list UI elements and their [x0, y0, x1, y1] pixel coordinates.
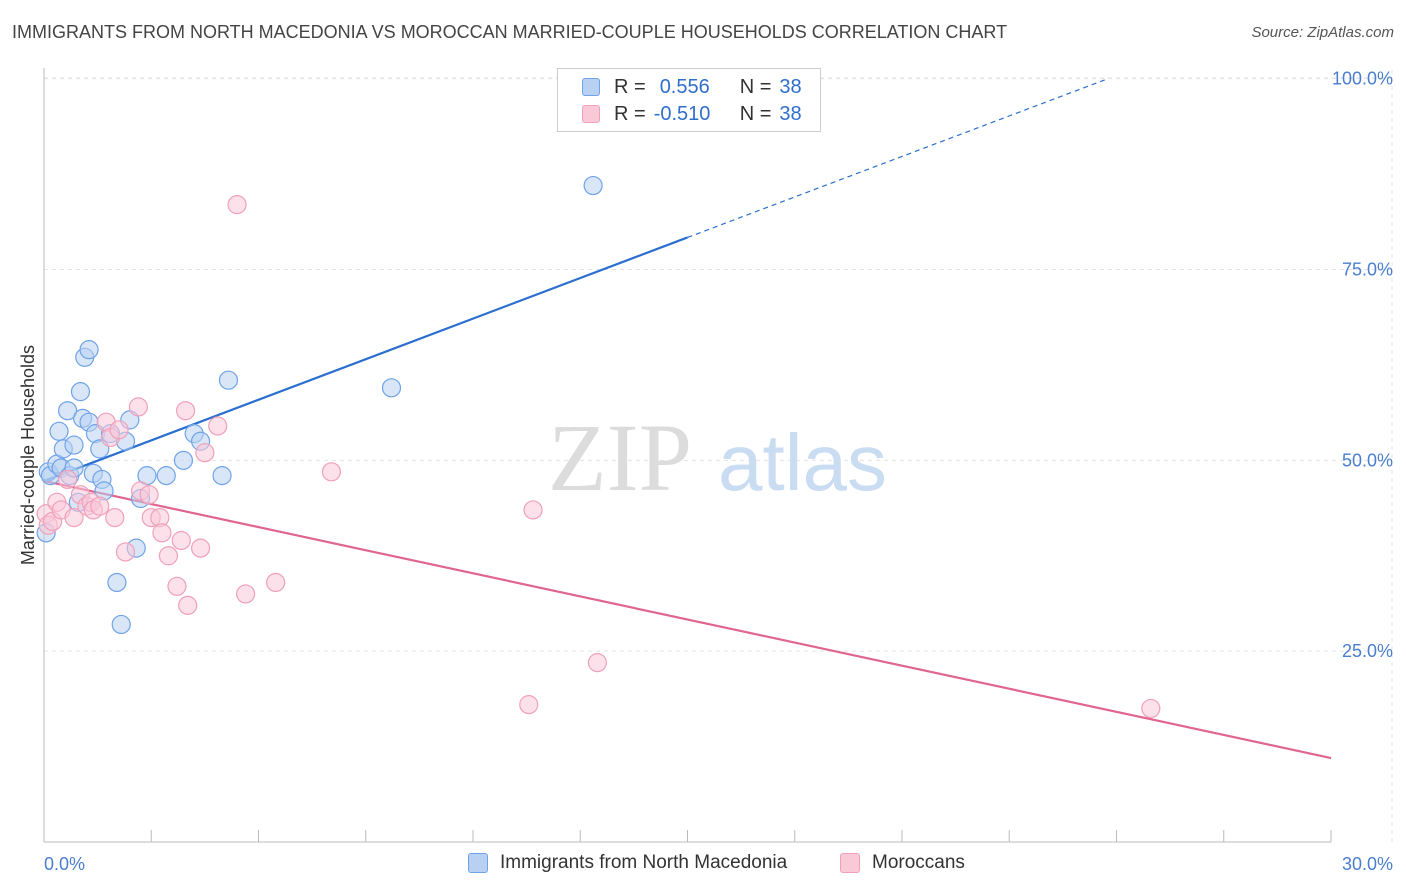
- legend-r-value-2: -0.510: [653, 102, 711, 125]
- point-moroccan-17: [128, 397, 148, 417]
- chart-title: IMMIGRANTS FROM NORTH MACEDONIA VS MOROC…: [12, 22, 1008, 42]
- point-moroccan-29: [195, 443, 215, 463]
- point-moroccan-11: [90, 496, 110, 516]
- legend-swatch-pink: [840, 853, 860, 873]
- tick-labels: 100.0% 75.0% 50.0% 25.0% 0.0% 30.0%: [44, 69, 1393, 874]
- point-north-macedonia-4: [49, 421, 69, 441]
- watermark-zip: ZIP: [548, 404, 692, 511]
- point-moroccan-16: [115, 542, 136, 562]
- point-north-macedonia-36: [381, 378, 402, 398]
- point-moroccan-15: [109, 420, 129, 440]
- legend-row-moroccans: R = -0.510 N = 38: [582, 102, 802, 126]
- point-north-macedonia-34: [212, 466, 232, 486]
- legend-n-value-2: 38: [779, 102, 802, 125]
- point-north-macedonia-24: [111, 614, 131, 635]
- point-moroccan-34: [321, 462, 342, 482]
- legend-swatch-blue: [582, 78, 600, 96]
- legend-item-moroccans: Moroccans: [840, 852, 965, 874]
- trend-line-north-macedonia: [43, 236, 688, 482]
- trend-line-north-macedonia-extension: [687, 78, 1109, 239]
- point-moroccan-28: [190, 538, 211, 558]
- legend-r-label: R =: [614, 75, 646, 98]
- x-tick-label-1: 30.0%: [1342, 854, 1393, 874]
- point-moroccan-23: [158, 546, 179, 566]
- point-moroccan-25: [171, 530, 191, 551]
- point-moroccan-35: [523, 500, 543, 520]
- point-moroccan-22: [152, 523, 172, 543]
- y-tick-label-3: 25.0%: [1342, 641, 1393, 661]
- legend-n-value-1: 38: [779, 75, 802, 98]
- point-moroccan-33: [266, 572, 286, 593]
- point-moroccan-37: [587, 653, 608, 673]
- point-north-macedonia-15: [79, 340, 99, 360]
- legend-item-north-macedonia: Immigrants from North Macedonia: [468, 852, 787, 874]
- axes: [43, 68, 1332, 843]
- legend-n-label: N =: [739, 102, 772, 125]
- data-points: [36, 175, 1161, 719]
- legend-label-north-macedonia: Immigrants from North Macedonia: [500, 852, 788, 873]
- trend-lines: [43, 78, 1332, 760]
- point-north-macedonia-7: [57, 401, 78, 421]
- point-moroccan-5: [57, 469, 78, 490]
- point-moroccan-27: [178, 595, 198, 615]
- point-north-macedonia-10: [64, 435, 84, 455]
- point-moroccan-24: [167, 576, 187, 596]
- point-moroccan-32: [236, 584, 256, 604]
- point-moroccan-14: [105, 507, 125, 528]
- point-moroccan-30: [208, 416, 228, 436]
- point-moroccan-19: [139, 485, 159, 505]
- point-north-macedonia-23: [107, 572, 127, 593]
- watermark-atlas: atlas: [718, 418, 887, 507]
- point-moroccan-38: [1141, 698, 1161, 719]
- trend-line-moroccans: [43, 479, 1332, 760]
- y-tick-label-1: 75.0%: [1342, 260, 1393, 280]
- point-north-macedonia-31: [173, 450, 194, 470]
- legend-swatch-blue: [468, 853, 488, 873]
- x-tick-label-0: 0.0%: [44, 854, 85, 874]
- legend-label-moroccans: Moroccans: [872, 852, 965, 873]
- y-axis-title: Married-couple Households: [18, 345, 38, 565]
- y-tick-label-0: 100.0%: [1332, 69, 1393, 89]
- point-north-macedonia-35: [218, 370, 239, 390]
- point-moroccan-6: [64, 507, 84, 528]
- series-legend: Immigrants from North Macedonia Moroccan…: [0, 852, 1406, 876]
- point-north-macedonia-37: [583, 175, 603, 196]
- point-moroccan-36: [519, 695, 539, 715]
- legend-swatch-pink: [582, 105, 600, 123]
- point-moroccan-26: [175, 401, 196, 421]
- correlation-legend: R = 0.556 N = 38 R = -0.510 N = 38: [557, 68, 821, 132]
- chart-source: Source: ZipAtlas.com: [1251, 24, 1394, 41]
- point-moroccan-31: [227, 195, 247, 215]
- legend-r-value-1: 0.556: [659, 75, 710, 98]
- point-north-macedonia-12: [70, 382, 91, 402]
- point-north-macedonia-30: [156, 466, 176, 486]
- legend-n-label: N =: [739, 75, 772, 98]
- y-tick-label-2: 50.0%: [1342, 450, 1393, 470]
- legend-r-label: R =: [614, 102, 646, 125]
- legend-row-north-macedonia: R = 0.556 N = 38: [582, 75, 802, 99]
